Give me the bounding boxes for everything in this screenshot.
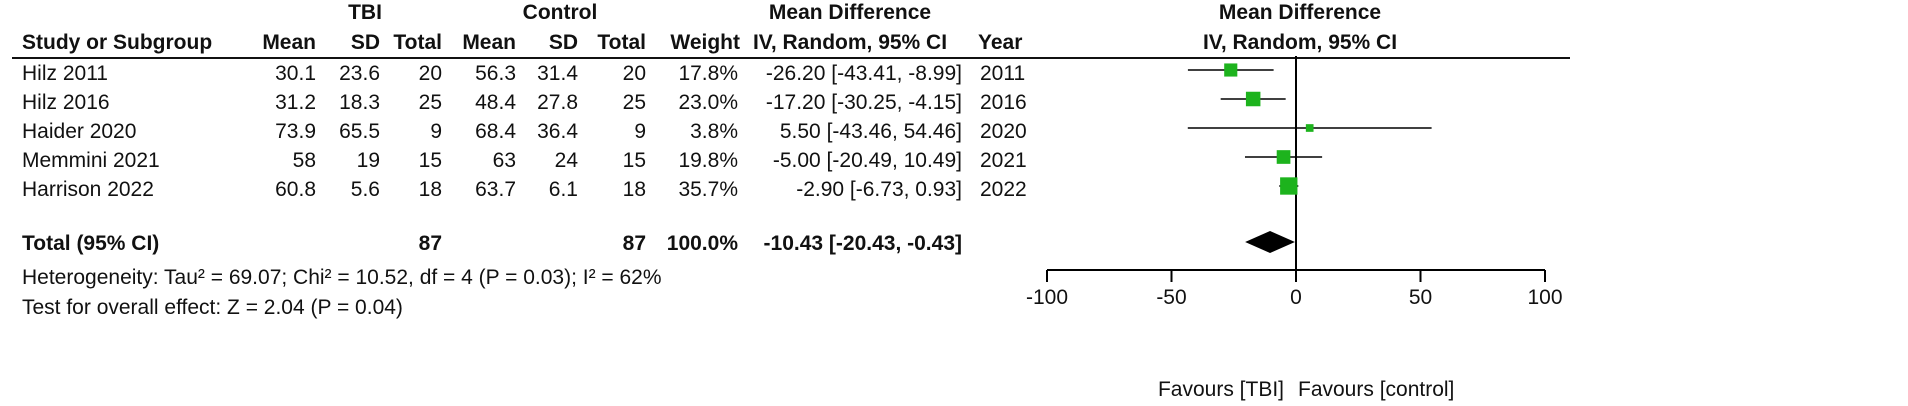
x-tick-label: 100: [1527, 286, 1562, 309]
total-ci-text: -10.43 [-20.43, -0.43]: [763, 232, 962, 255]
tbi-sd: 5.6: [350, 178, 380, 201]
control-total: 20: [622, 62, 646, 85]
control-mean: 48.4: [475, 91, 516, 114]
total-label: Total (95% CI): [22, 232, 160, 255]
overall-effect-text: Test for overall effect: Z = 2.04 (P = 0…: [22, 296, 403, 319]
favours-right-label: Favours [control]: [1298, 378, 1455, 401]
tbi-total: 9: [430, 120, 442, 143]
ci-text: -5.00 [-20.49, 10.49]: [772, 149, 962, 172]
tbi-total: 15: [418, 149, 442, 172]
tbi-sd: 23.6: [339, 62, 380, 85]
control-total: 9: [634, 120, 646, 143]
tbi-total: 18: [418, 178, 442, 201]
study-marker: [1280, 177, 1298, 195]
col-header-weight: Weight: [670, 31, 740, 54]
study-year: 2011: [980, 62, 1026, 85]
tbi-mean: 31.2: [275, 91, 316, 114]
control-mean: 68.4: [475, 120, 516, 143]
control-mean: 63.7: [475, 178, 516, 201]
ci-text: 5.50 [-43.46, 54.46]: [779, 120, 962, 143]
x-tick-label: -100: [1026, 286, 1068, 309]
effect-group-header: Mean Difference: [768, 1, 932, 24]
study-name: Memmini 2021: [22, 149, 160, 172]
x-tick-label: -50: [1156, 286, 1186, 309]
control-total: 15: [622, 149, 646, 172]
col-header-control-mean: Mean: [462, 31, 516, 54]
col-header-control-total: Total: [597, 31, 646, 54]
study-marker: [1305, 124, 1314, 132]
control-sd: 24: [554, 149, 578, 172]
weight: 23.0%: [678, 91, 738, 114]
tbi-sd: 19: [356, 149, 380, 172]
study-marker: [1245, 91, 1261, 107]
col-header-tbi-sd: SD: [350, 31, 380, 54]
col-header-tbi-total: Total: [393, 31, 442, 54]
col-header-ci: IV, Random, 95% CI: [752, 31, 948, 54]
study-marker: [1224, 63, 1238, 77]
control-total: 18: [622, 178, 646, 201]
control-sd: 31.4: [537, 62, 578, 85]
x-tick-label: 0: [1290, 286, 1302, 309]
study-name: Harrison 2022: [22, 178, 154, 201]
pooled-diamond: [1245, 231, 1295, 253]
ci-text: -17.20 [-30.25, -4.15]: [765, 91, 962, 114]
plot-title-line2: IV, Random, 95% CI: [1202, 31, 1398, 54]
tbi-total-sum: 87: [418, 232, 442, 255]
weight: 3.8%: [690, 120, 738, 143]
ci-text: -2.90 [-6.73, 0.93]: [796, 178, 962, 201]
control-mean: 63: [492, 149, 516, 172]
control-group-header: Control: [522, 1, 598, 24]
tbi-group-header: TBI: [348, 1, 382, 24]
tbi-total: 25: [418, 91, 442, 114]
col-header-year: Year: [978, 31, 1023, 54]
col-header-study: Study or Subgroup: [22, 31, 213, 54]
x-tick-label: 50: [1409, 286, 1432, 309]
plot-title-line1: Mean Difference: [1218, 1, 1382, 24]
tbi-mean: 73.9: [275, 120, 316, 143]
study-name: Hilz 2011: [22, 62, 108, 85]
weight: 17.8%: [678, 62, 738, 85]
ci-text: -26.20 [-43.41, -8.99]: [765, 62, 962, 85]
study-year: 2016: [980, 91, 1027, 114]
col-header-control-sd: SD: [548, 31, 578, 54]
study-marker: [1276, 150, 1291, 164]
weight: 35.7%: [678, 178, 738, 201]
control-sd: 27.8: [537, 91, 578, 114]
tbi-mean: 58: [292, 149, 316, 172]
control-total-sum: 87: [622, 232, 646, 255]
study-year: 2020: [980, 120, 1027, 143]
study-year: 2021: [980, 149, 1027, 172]
heterogeneity-text: Heterogeneity: Tau² = 69.07; Chi² = 10.5…: [22, 266, 662, 289]
tbi-sd: 65.5: [339, 120, 380, 143]
tbi-total: 20: [418, 62, 442, 85]
favours-left-label: Favours [TBI]: [1157, 378, 1284, 401]
header-rule: [12, 57, 1570, 59]
study-name: Haider 2020: [22, 120, 137, 143]
tbi-sd: 18.3: [339, 91, 380, 114]
total-weight: 100.0%: [666, 232, 738, 255]
control-sd: 36.4: [537, 120, 578, 143]
col-header-tbi-mean: Mean: [262, 31, 316, 54]
control-mean: 56.3: [475, 62, 516, 85]
control-total: 25: [622, 91, 646, 114]
study-year: 2022: [980, 178, 1027, 201]
control-sd: 6.1: [548, 178, 578, 201]
tbi-mean: 30.1: [275, 62, 316, 85]
weight: 19.8%: [678, 149, 738, 172]
study-name: Hilz 2016: [22, 91, 110, 114]
tbi-mean: 60.8: [275, 178, 316, 201]
